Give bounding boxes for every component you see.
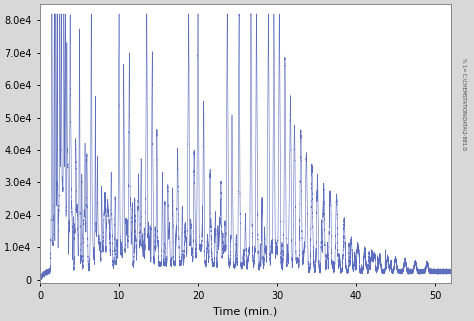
Text: % 1= C:\CHEMSTATION\DATA\2-881.D: % 1= C:\CHEMSTATION\DATA\2-881.D <box>462 58 467 150</box>
X-axis label: Time (min.): Time (min.) <box>213 307 278 317</box>
